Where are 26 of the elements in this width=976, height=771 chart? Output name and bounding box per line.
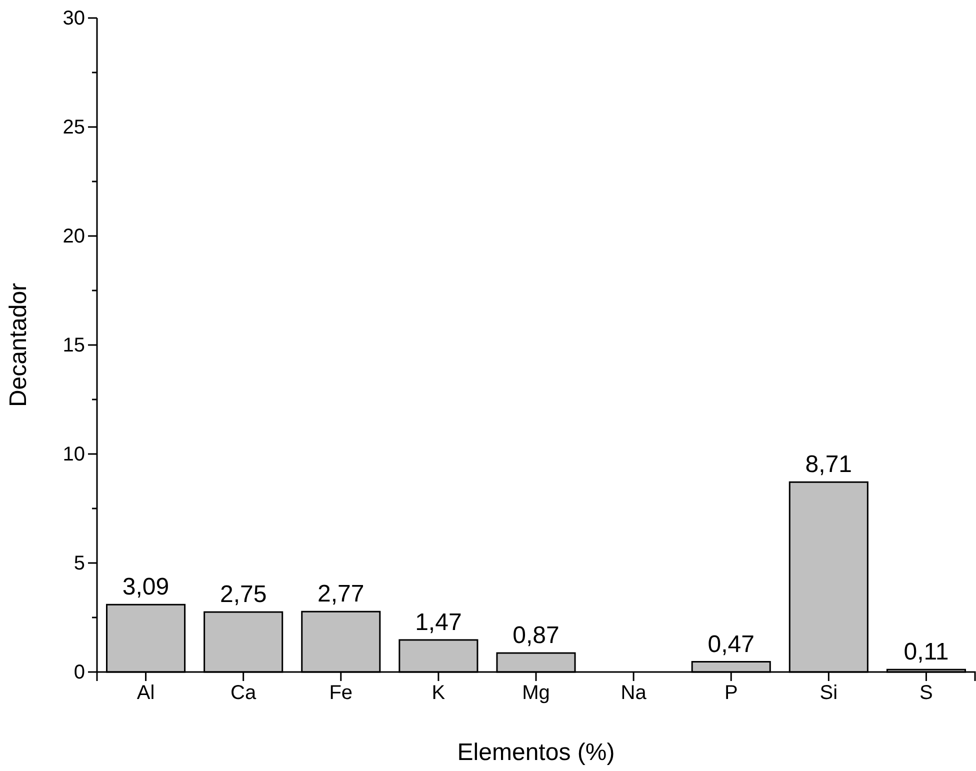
y-tick-label: 0 xyxy=(74,661,85,684)
data-label: 0,11 xyxy=(904,638,949,666)
data-label: 2,75 xyxy=(220,581,267,608)
y-tick-label: 20 xyxy=(62,225,85,248)
x-tick-label: S xyxy=(920,682,933,704)
data-label: 8,71 xyxy=(805,451,852,478)
x-tick-label: K xyxy=(432,682,446,704)
y-tick-label: 5 xyxy=(74,552,85,574)
y-tick-label: 10 xyxy=(62,443,85,466)
y-tick-label: 25 xyxy=(62,116,85,138)
x-tick-label: Si xyxy=(820,682,838,704)
x-tick-label: P xyxy=(724,682,738,704)
x-tick-label: Mg xyxy=(522,682,550,704)
x-axis-title: Elementos (%) xyxy=(457,739,615,766)
x-tick-label: Fe xyxy=(329,682,353,704)
y-tick-label: 30 xyxy=(62,7,85,30)
x-tick-label: Al xyxy=(136,682,155,704)
x-tick-label: Ca xyxy=(230,682,257,704)
data-label: 1,47 xyxy=(415,608,462,636)
data-label: 3,09 xyxy=(122,574,170,601)
data-label: 0,47 xyxy=(708,630,754,658)
data-label: 2,77 xyxy=(318,580,364,608)
x-tick-label: Na xyxy=(620,682,648,704)
y-axis-title: Decantador xyxy=(5,282,32,408)
y-tick-label: 15 xyxy=(62,334,85,356)
data-label: 0,87 xyxy=(512,622,560,650)
